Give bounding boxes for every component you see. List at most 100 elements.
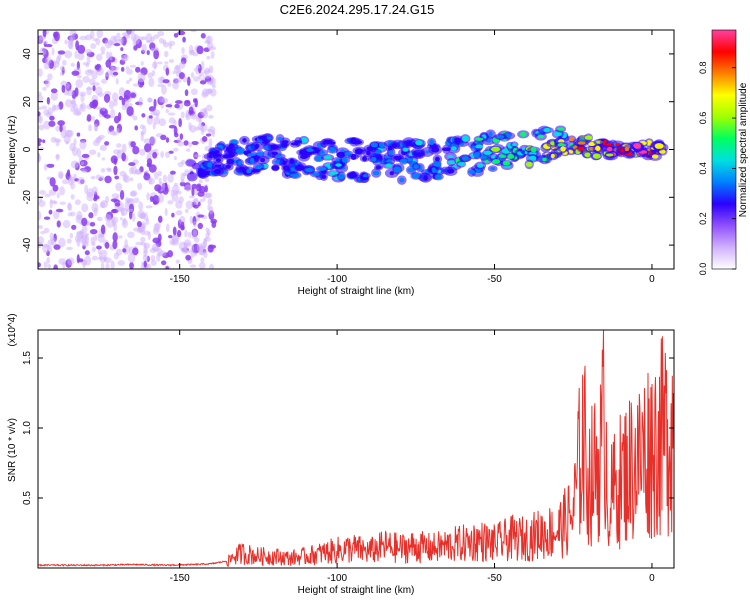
noise-blob <box>141 36 147 41</box>
noise-blob <box>168 43 172 50</box>
noise-blob <box>155 113 160 118</box>
noise-blob <box>55 153 60 161</box>
noise-blob <box>121 104 128 111</box>
noise-blob <box>111 66 120 71</box>
noise-blob <box>104 141 110 146</box>
noise-blob <box>153 49 160 60</box>
ridge-blob <box>475 144 483 149</box>
ridge-blob <box>492 159 501 164</box>
noise-blob <box>42 86 47 91</box>
ridge-blob <box>577 141 586 145</box>
noise-blob <box>89 222 96 227</box>
noise-blob <box>93 123 99 132</box>
ridge-blob <box>305 167 314 173</box>
ridge-blob <box>399 158 408 164</box>
noise-blob <box>50 91 58 101</box>
noise-blob <box>70 160 79 169</box>
noise-blob <box>157 76 164 84</box>
spectrogram-y-ticks: -40 -20 0 20 40 <box>22 48 674 252</box>
noise-blob <box>160 150 165 158</box>
noise-blob <box>42 244 50 248</box>
noise-blob <box>129 177 134 182</box>
noise-blob <box>96 245 102 250</box>
noise-blob <box>114 175 120 180</box>
ridge-blob <box>355 150 362 155</box>
noise-blob <box>199 80 207 85</box>
ridge-blob <box>385 163 392 168</box>
noise-blob <box>66 89 74 97</box>
noise-blob <box>175 259 181 264</box>
noise-blob <box>189 264 197 268</box>
noise-blob <box>77 177 85 185</box>
noise-blob <box>189 215 193 224</box>
noise-blob <box>193 197 199 206</box>
ridge-blob <box>414 152 424 157</box>
noise-blob <box>57 50 66 55</box>
noise-blob <box>181 221 185 230</box>
noise-blob <box>47 73 53 81</box>
noise-blob <box>56 220 61 228</box>
x-tick-label: -100 <box>327 274 347 285</box>
noise-blob <box>76 254 80 264</box>
ridge-blob <box>362 174 368 178</box>
noise-blob <box>123 89 132 100</box>
ridge-blob <box>435 156 440 162</box>
noise-blob <box>42 139 46 144</box>
ridge-blob <box>411 173 421 179</box>
noise-blob <box>95 86 103 96</box>
noise-blob <box>190 88 198 96</box>
noise-blob <box>97 152 101 158</box>
noise-blob <box>160 134 167 141</box>
ridge-blob <box>323 139 333 143</box>
ridge-blob <box>584 135 593 140</box>
noise-blob <box>203 75 211 79</box>
noise-blob <box>72 110 81 116</box>
noise-blob <box>118 95 123 101</box>
noise-blob <box>160 104 164 109</box>
noise-blob <box>52 60 60 68</box>
ridge-blob <box>447 160 456 165</box>
ridge-blob <box>372 170 380 176</box>
noise-blob <box>104 72 110 77</box>
noise-blob <box>180 172 186 181</box>
noise-blob <box>206 104 213 112</box>
noise-blob <box>75 40 80 51</box>
noise-blob <box>76 132 81 137</box>
noise-blob <box>184 208 189 214</box>
noise-blob <box>153 34 160 39</box>
noise-blob <box>187 141 193 148</box>
ridge-blob <box>350 153 357 160</box>
noise-blob <box>38 225 43 229</box>
ridge-blob <box>213 168 222 174</box>
noise-blob <box>91 202 99 213</box>
ridge-blob <box>258 135 267 140</box>
y-tick-label: 1.0 <box>22 421 33 435</box>
noise-blob <box>41 105 48 110</box>
noise-blob <box>76 210 83 221</box>
noise-blob <box>88 149 97 155</box>
noise-blob <box>38 36 44 45</box>
ridge-blob <box>512 142 517 147</box>
noise-blob <box>132 83 140 87</box>
noise-blob <box>176 229 182 238</box>
ridge-blob <box>271 165 280 171</box>
noise-blob <box>190 30 198 33</box>
noise-blob <box>48 120 56 127</box>
noise-blob <box>115 182 123 192</box>
noise-blob <box>77 44 86 54</box>
noise-blob <box>116 143 122 148</box>
ridge-blob <box>246 168 252 174</box>
noise-blob <box>110 155 118 164</box>
ridge-blob <box>290 167 295 172</box>
noise-blob <box>88 212 94 219</box>
noise-blob <box>151 243 160 252</box>
ridge-blob <box>507 153 515 159</box>
x-tick-label: -150 <box>170 573 190 584</box>
ridge-blob <box>389 171 395 176</box>
noise-blob <box>182 36 186 43</box>
ridge-blob <box>568 136 575 142</box>
noise-blob <box>126 80 130 84</box>
noise-blob <box>174 100 183 104</box>
ridge-blob <box>388 150 394 155</box>
